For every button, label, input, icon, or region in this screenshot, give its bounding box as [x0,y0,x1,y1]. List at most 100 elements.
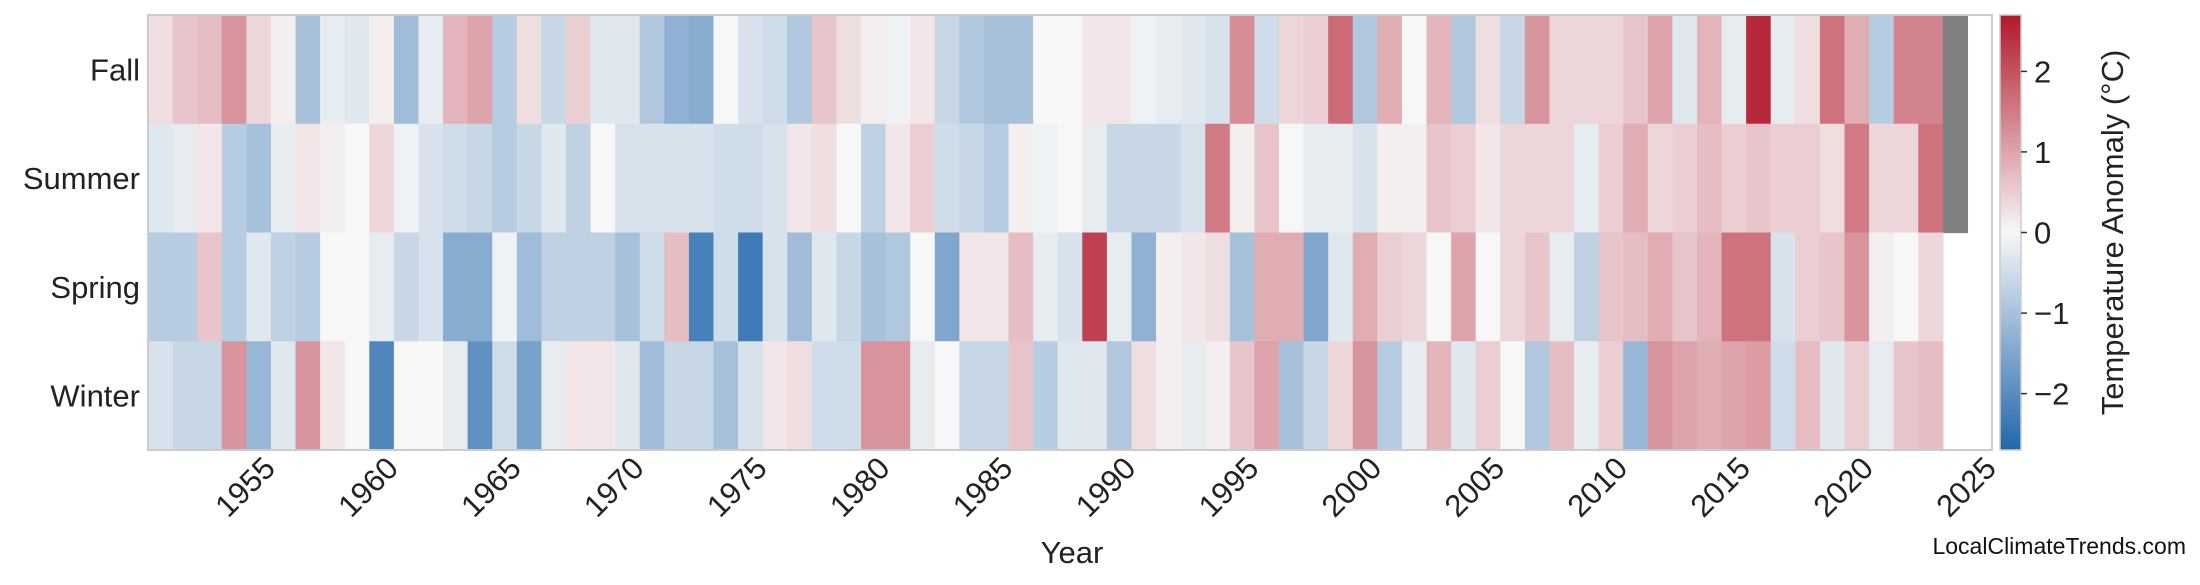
heatmap-cell [885,341,911,451]
heatmap-cell [1819,123,1846,234]
heatmap-cell [172,123,198,234]
heatmap-cell [270,232,297,342]
heatmap-cell [1401,341,1428,451]
heatmap-cell [1156,15,1182,125]
heatmap-cell [1352,341,1378,451]
colorbar-tick-label: 2 [2034,54,2051,89]
heatmap-cell [344,123,370,234]
heatmap-cell [344,15,370,125]
heatmap-cell [1721,123,1747,234]
heatmap-cell [1303,123,1329,234]
heatmap-cell [1156,341,1182,451]
heatmap-cell [1278,341,1305,451]
heatmap-cell [1795,15,1821,125]
heatmap-cell [1819,15,1846,125]
heatmap-cell [713,123,739,234]
heatmap-cell [1942,123,1969,234]
heatmap-cell [1746,123,1772,234]
heatmap-cell [1106,341,1133,451]
heatmap-cell [1623,341,1649,451]
heatmap-cell [1574,341,1600,451]
heatmap-cell [836,232,862,342]
heatmap-cell [197,341,223,451]
heatmap-cell [1647,232,1673,342]
heatmap-cell [934,341,960,451]
heatmap-cell [1819,232,1846,342]
heatmap-cell [1131,123,1157,234]
heatmap-cell [246,232,272,342]
heatmap-cell [1401,123,1428,234]
x-tick-label: 1970 [577,450,651,524]
heatmap-cell [1598,232,1624,342]
heatmap-cell [1229,15,1255,125]
heatmap-cell [1205,123,1231,234]
row-label: Spring [50,270,140,305]
heatmap-cell [418,341,444,451]
heatmap-cell [959,123,985,234]
heatmap-cell [713,15,739,125]
heatmap-cell [393,232,420,342]
heatmap-cell [221,123,247,234]
heatmap-cell [1574,232,1600,342]
heatmap-cell [910,15,936,125]
heatmap-cell [1475,341,1501,451]
heatmap-cell [541,15,567,125]
x-tick-label: 1985 [946,450,1020,524]
heatmap-cell [861,232,887,342]
heatmap-cell [1033,15,1059,125]
colorbar-tick-label: 1 [2034,135,2051,170]
heatmap-cell [295,123,321,234]
heatmap-cell [1033,232,1059,342]
heatmap-cell [885,232,911,342]
colorbar-tick-label: 0 [2034,216,2051,251]
heatmap-cell [1918,15,1944,125]
heatmap-cell [1008,15,1034,125]
heatmap-cell [1500,341,1526,451]
heatmap-cell [516,341,542,451]
heatmap-cell [1721,15,1747,125]
heatmap-cell [1647,341,1673,451]
heatmap-cell [320,232,346,342]
heatmap-cell [983,15,1010,125]
heatmap-cell [983,232,1010,342]
heatmap-cell [1401,15,1428,125]
heatmap-cell [910,341,936,451]
heatmap-cell [664,15,690,125]
heatmap-cell [1057,15,1083,125]
heatmap-cell [1770,15,1796,125]
heatmap-cell [590,123,616,234]
heatmap-cell [1844,341,1870,451]
heatmap-cell [1057,341,1083,451]
heatmap-cell [492,341,518,451]
heatmap-cell [1623,15,1649,125]
heatmap-cell [1524,15,1551,125]
heatmap-cell [1082,15,1108,125]
heatmap-cell [270,15,297,125]
heatmap-cell [1057,232,1083,342]
x-tick-label: 2000 [1315,450,1389,524]
heatmap-cell [1475,232,1501,342]
heatmap-cell [1598,341,1624,451]
heatmap-cell [861,15,887,125]
heatmap-cell [467,232,493,342]
heatmap-cell [1377,232,1403,342]
heatmap-cell [959,232,985,342]
heatmap-cell [1426,341,1452,451]
heatmap-cell [959,15,985,125]
heatmap-cell [148,232,174,342]
heatmap-cell [615,232,641,342]
row-labels: Fall Summer Spring Winter [23,52,140,413]
heatmap-cell [1672,15,1698,125]
heatmap-cell [565,123,592,234]
heatmap-cell [615,123,641,234]
heatmap-cell [1451,15,1477,125]
heatmap-cell [762,341,788,451]
heatmap-cell [1057,123,1083,234]
heatmap-cell [1475,123,1501,234]
heatmap-cell [1746,15,1772,125]
heatmap-cell [664,341,690,451]
heatmap-cell [1500,232,1526,342]
heatmap-cell [1647,15,1673,125]
heatmap-cell [369,15,395,125]
